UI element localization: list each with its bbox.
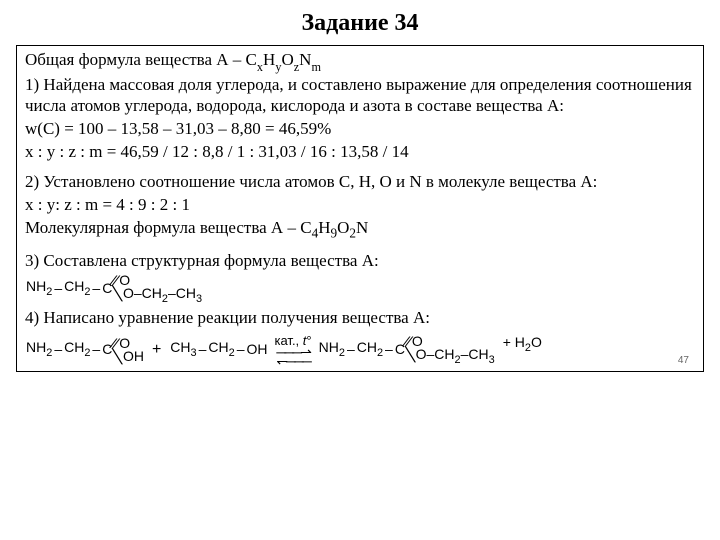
ester-branch: ⁄⁄ O ╲ O–CH2–CH3 (113, 274, 202, 304)
chain-a: NH2 – CH2 – C ⁄⁄ O ╲ O–CH2–CH3 (25, 274, 202, 304)
sub-x: x (257, 60, 263, 74)
bond-icon: – (53, 280, 63, 297)
equilibrium-arrow-icon: кат., t° ───⇀ ↽─── (269, 334, 318, 365)
mf-on: 2 (349, 225, 356, 240)
intro-line: Общая формула вещества А – CxHyOzNm (25, 50, 695, 73)
intro-prefix: Общая формула вещества А – C (25, 50, 257, 69)
sub-y: y (275, 60, 281, 74)
sub-z: z (294, 60, 299, 74)
mf-n: N (356, 218, 368, 237)
step1-wc: w(C) = 100 – 13,58 – 31,03 – 8,80 = 46,5… (25, 119, 695, 140)
reactant-acid: NH2 – CH2 – C ⁄⁄ O ╲ OH (25, 337, 144, 363)
step2-ratio: x : y: z : m = 4 : 9 : 2 : 1 (25, 195, 695, 216)
mf-h: H (318, 218, 330, 237)
structural-formula-a: NH2 – CH2 – C ⁄⁄ O ╲ O–CH2–CH3 (25, 274, 695, 304)
page-title: Задание 34 (0, 0, 720, 41)
solution-box: Общая формула вещества А – CxHyOzNm 1) Н… (16, 45, 704, 372)
step2-mf: Молекулярная формула вещества А – C4H9O2… (25, 218, 695, 242)
step1-ratio: x : y : z : m = 46,59 / 12 : 8,8 / 1 : 3… (25, 142, 695, 163)
step1-text: 1) Найдена массовая доля углерода, и сос… (25, 75, 695, 116)
step2-text: 2) Установлено соотношение числа атомов … (25, 172, 695, 193)
sym-n: N (299, 50, 311, 69)
c-group: C ⁄⁄ O ╲ O–CH2–CH3 (101, 274, 202, 304)
frag-nh2: NH2 (25, 278, 53, 299)
product-water: + H2O (495, 334, 543, 355)
step4-text: 4) Написано уравнение реакции получения … (25, 308, 695, 329)
reactant-ethanol: CH3 – CH2 – OH (169, 339, 268, 360)
sym-o: O (281, 50, 293, 69)
frag-ch2: CH2 (63, 278, 91, 299)
reaction-equation: NH2 – CH2 – C ⁄⁄ O ╲ OH + CH3 – CH2 – OH… (25, 334, 695, 365)
step3-text: 3) Составлена структурная формула вещест… (25, 251, 695, 272)
product-ester: NH2 – CH2 – C ⁄⁄ O ╲ O–CH2–CH3 (318, 335, 495, 365)
mf-o: O (337, 218, 349, 237)
bond-icon: – (91, 280, 101, 297)
mf-prefix: Молекулярная формула вещества А – C (25, 218, 312, 237)
sym-h: H (263, 50, 275, 69)
page-number: 47 (678, 355, 689, 367)
sub-m: m (311, 60, 321, 74)
plus-icon: + (144, 340, 169, 360)
